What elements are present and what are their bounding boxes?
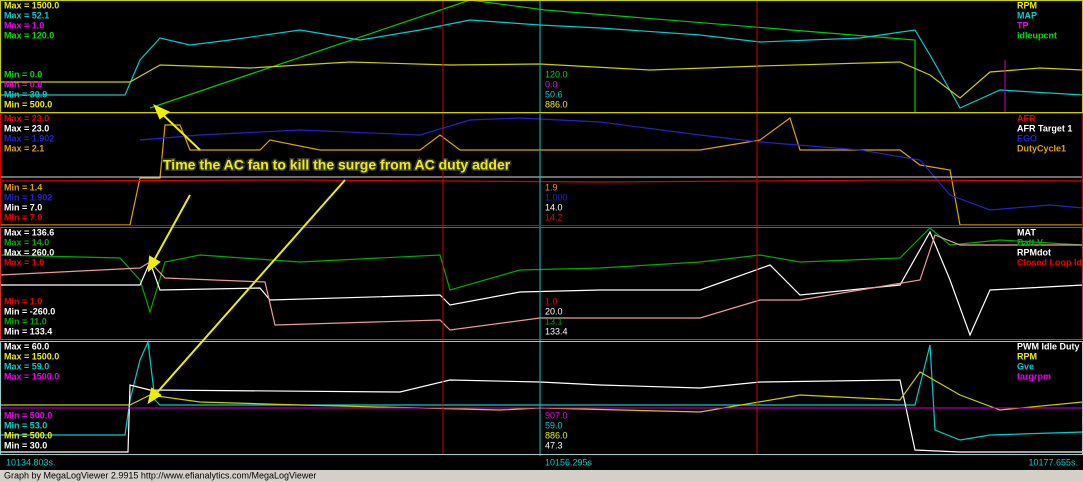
footer: Graph by MegaLogViewer 2.9915 http://www… xyxy=(4,470,316,480)
channel-name: MAT xyxy=(1017,227,1036,237)
channel-name: RPMdot xyxy=(1017,247,1051,257)
channel-name: EGO xyxy=(1017,133,1037,143)
cursor-value: 14.2 xyxy=(545,212,563,222)
max-label: Max = 1.0 xyxy=(4,257,44,267)
channel-name: DutyCycle1 xyxy=(1017,143,1066,153)
max-label: Max = 2.1 xyxy=(4,143,44,153)
cursor-value: 50.6 xyxy=(545,89,563,99)
trace xyxy=(0,379,1083,453)
min-label: Min = 0.0 xyxy=(4,79,42,89)
cursor-value: 20.0 xyxy=(545,306,563,316)
time-start: 10134.803s. xyxy=(6,457,56,467)
arrows xyxy=(147,104,346,405)
trace xyxy=(0,117,1083,226)
min-label: Min = 7.0 xyxy=(4,202,42,212)
channel-name: idleupcnt xyxy=(1017,30,1057,40)
trace xyxy=(139,117,1083,211)
cursor-value: 886.0 xyxy=(545,430,568,440)
traces xyxy=(0,0,1083,453)
min-label: Min = 1.0 xyxy=(4,296,42,306)
cursor-value: 0.0 xyxy=(545,79,558,89)
max-label: Max = 14.0 xyxy=(4,237,49,247)
max-label: Max = 136.6 xyxy=(4,227,54,237)
trace xyxy=(0,230,1083,337)
min-label: Min = 30.9 xyxy=(4,89,47,99)
footer-bar xyxy=(0,470,1083,482)
max-label: Max = 1500.0 xyxy=(4,371,59,381)
max-label: Max = 1.0 xyxy=(4,20,44,30)
min-label: Min = 7.0 xyxy=(4,212,42,222)
min-label: Min = 1.4 xyxy=(4,182,42,192)
min-label: Min = 0.0 xyxy=(4,69,42,79)
max-label: Max = 59.0 xyxy=(4,361,49,371)
max-label: Max = 60.0 xyxy=(4,341,49,351)
trace xyxy=(149,0,471,109)
trace xyxy=(469,0,916,112)
max-label: Max = 52.1 xyxy=(4,10,49,20)
channel-name: PWM Idle Duty xyxy=(1017,341,1080,351)
channel-name: TP xyxy=(1017,20,1029,30)
annotation: Time the AC fan to kill the surge from A… xyxy=(163,157,511,173)
channel-name: RPM xyxy=(1017,0,1037,10)
max-label: Max = 1500.0 xyxy=(4,351,59,361)
channel-name: Gve xyxy=(1017,361,1034,371)
trace xyxy=(0,61,1083,99)
cursor-value: 133.4 xyxy=(545,326,568,336)
min-label: Min = 11.0 xyxy=(4,316,47,326)
cursor-value: 59.0 xyxy=(545,420,563,430)
channel-name: AFR Target 1 xyxy=(1017,123,1072,133)
trace xyxy=(0,234,1083,331)
cursor-value: 907.0 xyxy=(545,410,568,420)
min-label: Min = 133.4 xyxy=(4,326,52,336)
max-label: Max = 1500.0 xyxy=(4,0,59,10)
time-end: 10177.655s. xyxy=(1028,457,1078,467)
min-label: Min = -260.0 xyxy=(4,306,55,316)
channel-name: Closed Loop Idle xyxy=(1017,257,1083,267)
min-label: Min = 53.0 xyxy=(4,420,47,430)
cursor-value: 47.3 xyxy=(545,440,563,450)
min-label: Min = 500.0 xyxy=(4,99,52,109)
trace xyxy=(0,19,1083,109)
channel-name: RPM xyxy=(1017,351,1037,361)
min-label: Min = 30.0 xyxy=(4,440,47,450)
cursor-value: 120.0 xyxy=(545,69,568,79)
cursor-value: 13.1 xyxy=(545,316,563,326)
cursor-value: 1.0 xyxy=(545,296,558,306)
max-label: Max = 23.0 xyxy=(4,113,49,123)
cursor-value: 1.9 xyxy=(545,182,558,192)
max-label: Max = 120.0 xyxy=(4,30,54,40)
channel-name: Batt V xyxy=(1017,237,1043,247)
trace xyxy=(0,179,1083,183)
channel-name: targrpm xyxy=(1017,371,1051,381)
cursor-value: 1.000 xyxy=(545,192,568,202)
cursor-value: 886.0 xyxy=(545,99,568,109)
min-label: Min = 500.0 xyxy=(4,410,52,420)
time-bar xyxy=(0,456,1083,470)
min-label: Min = 500.0 xyxy=(4,430,52,440)
channel-name: MAP xyxy=(1017,10,1037,20)
min-label: Min = 1.902 xyxy=(4,192,52,202)
max-label: Max = 260.0 xyxy=(4,247,54,257)
time-cursor: 10156.295s xyxy=(545,457,593,467)
channel-name: AFR xyxy=(1017,113,1036,123)
cursor-value: 14.0 xyxy=(545,202,563,212)
max-label: Max = 1.902 xyxy=(4,133,54,143)
max-label: Max = 23.0 xyxy=(4,123,49,133)
